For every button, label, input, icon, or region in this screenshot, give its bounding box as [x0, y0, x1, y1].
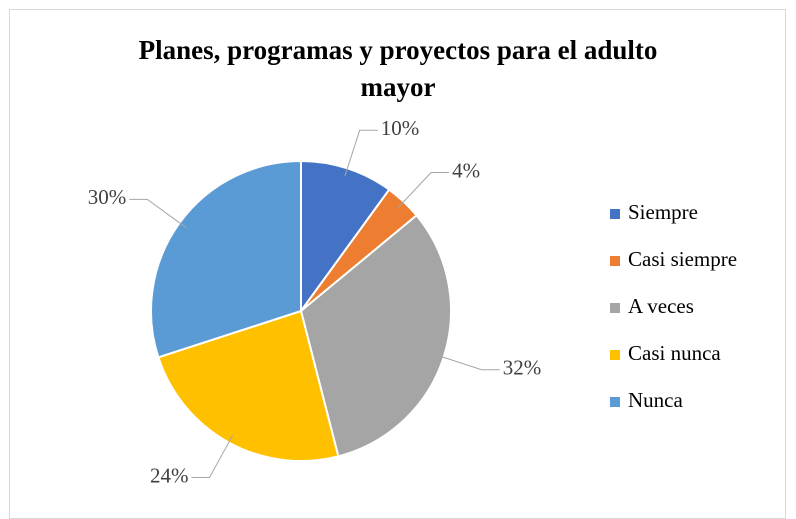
- data-label: 30%: [88, 185, 127, 209]
- legend-swatch: [610, 209, 620, 219]
- legend-swatch: [610, 397, 620, 407]
- legend-swatch: [610, 303, 620, 313]
- leader-line: [435, 354, 500, 371]
- legend-label: A veces: [628, 294, 694, 318]
- data-label: 4%: [452, 158, 480, 182]
- data-label: 32%: [503, 356, 542, 380]
- data-label: 10%: [381, 116, 420, 140]
- leader-line: [191, 435, 234, 478]
- legend-swatch: [610, 256, 620, 266]
- legend-label: Nunca: [628, 388, 683, 412]
- leader-line: [129, 198, 187, 228]
- legend-label: Siempre: [628, 200, 698, 224]
- chart-title: Planes, programas y proyectos para el ad…: [138, 35, 658, 102]
- legend-label: Casi nunca: [628, 341, 721, 365]
- leader-line: [344, 129, 378, 177]
- data-label: 24%: [150, 463, 189, 487]
- leader-line: [397, 171, 450, 208]
- legend-swatch: [610, 350, 620, 360]
- legend-label: Casi siempre: [628, 247, 737, 271]
